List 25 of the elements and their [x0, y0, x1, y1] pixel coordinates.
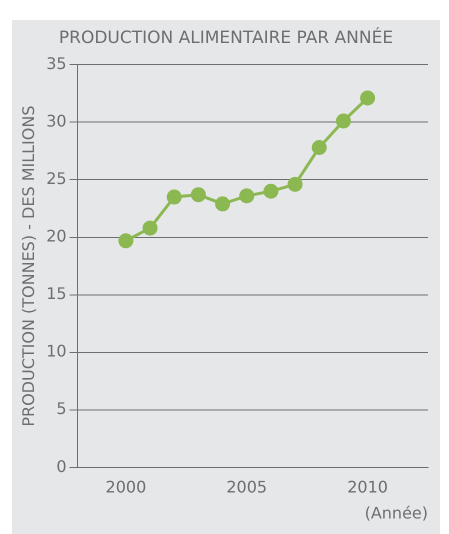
point: [215, 196, 230, 212]
x-tick-label: 2005: [226, 477, 268, 496]
y-tick-label: 20: [46, 226, 67, 246]
point: [263, 184, 278, 199]
y-tick-label: 25: [46, 168, 67, 188]
x-tick-label: 2010: [347, 477, 388, 496]
y-tick-label: 0: [56, 456, 67, 476]
chart-title: PRODUCTION ALIMENTAIRE PAR ANNÉE: [58, 28, 394, 48]
y-tick-label: 10: [46, 342, 67, 361]
y-axis-title: PRODUCTION (TONNES) - DES MILLIONS: [18, 106, 38, 427]
point: [360, 90, 376, 106]
point: [288, 176, 303, 192]
point: [118, 233, 134, 248]
point: [239, 188, 254, 204]
y-tick-label: 35: [46, 54, 67, 73]
point: [166, 190, 182, 205]
point: [190, 187, 206, 202]
y-tick-label: 15: [46, 284, 67, 304]
y-tick-label: 30: [46, 111, 67, 130]
point: [336, 114, 351, 129]
x-axis-title: (Année): [364, 504, 428, 523]
y-tick-label: 5: [56, 399, 67, 418]
x-tick-label: 2000: [106, 477, 146, 496]
point: [142, 220, 158, 236]
point: [312, 140, 327, 156]
